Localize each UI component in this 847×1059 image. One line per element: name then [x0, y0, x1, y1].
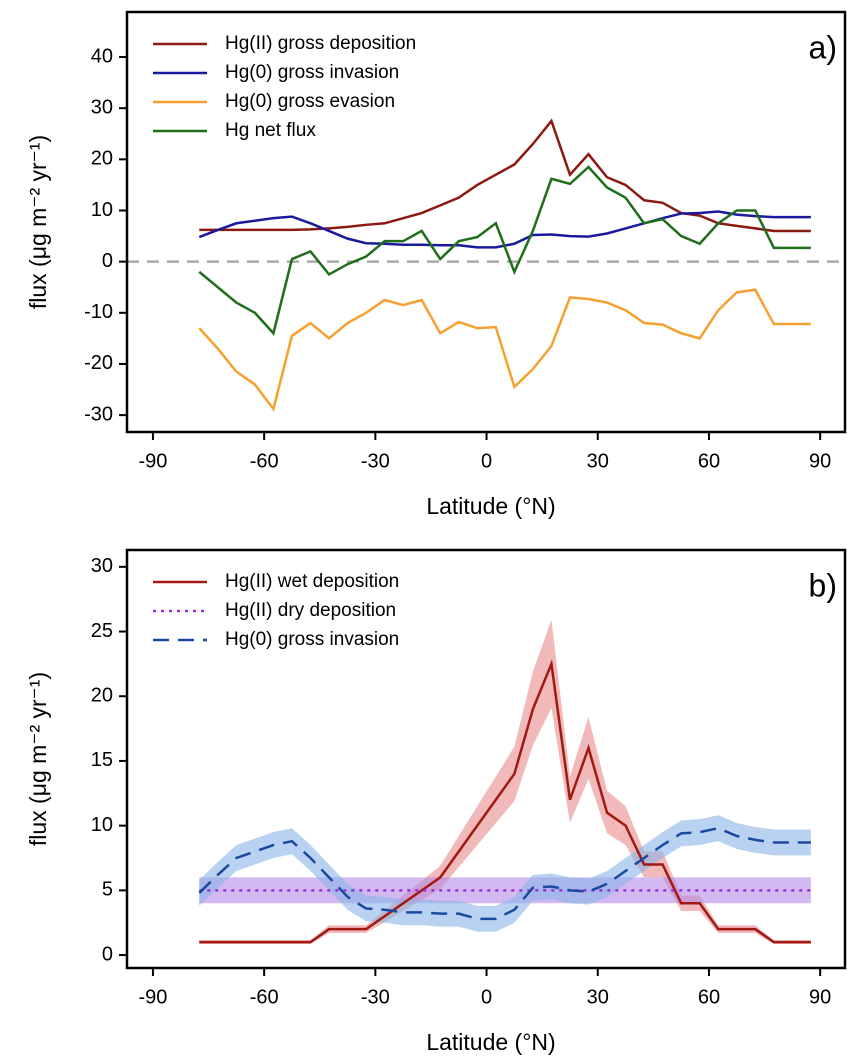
y-tick-label: 10 — [91, 199, 113, 221]
series-line — [199, 659, 811, 944]
y-tick-label: 20 — [91, 148, 113, 170]
legend-label: Hg(0) gross evasion — [225, 91, 395, 112]
plot-area — [127, 118, 845, 412]
x-tick-label: 60 — [698, 450, 720, 472]
y-tick-label: 25 — [91, 620, 113, 642]
y-axis-label: flux (μg m⁻² yr⁻¹) — [25, 135, 51, 309]
panel-label: a) — [809, 29, 837, 65]
legend-label: Hg(0) gross invasion — [225, 62, 399, 83]
plot-area — [198, 619, 811, 945]
x-axis-label: Latitude (°N) — [426, 1029, 555, 1055]
x-tick-label: 0 — [481, 986, 492, 1008]
plot-frame — [125, 10, 847, 434]
series-line — [198, 288, 811, 412]
x-tick-label: 30 — [587, 986, 609, 1008]
y-tick-label: 0 — [102, 250, 113, 272]
x-tick-label: -60 — [250, 450, 279, 472]
y-tick-label: 10 — [91, 814, 113, 836]
series-line — [199, 118, 811, 233]
y-tick-label: 15 — [91, 749, 113, 771]
x-tick-label: 90 — [809, 986, 831, 1008]
legend-label: Hg(II) dry deposition — [225, 600, 396, 621]
panel-label: b) — [809, 567, 837, 603]
x-tick-label: -30 — [361, 986, 390, 1008]
y-tick-label: 40 — [91, 45, 113, 67]
y-axis-label: flux (μg m⁻² yr⁻¹) — [25, 672, 51, 846]
legend-label: Hg net flux — [225, 120, 316, 141]
y-tick-label: -10 — [84, 301, 113, 323]
x-tick-label: -30 — [361, 450, 390, 472]
x-tick-label: -60 — [250, 986, 279, 1008]
uncertainty-band — [199, 619, 811, 945]
x-tick-label: -90 — [138, 986, 167, 1008]
y-tick-label: 0 — [102, 943, 113, 965]
y-tick-label: 20 — [91, 685, 113, 707]
series-line — [198, 826, 811, 921]
x-axis-label: Latitude (°N) — [426, 493, 555, 519]
y-tick-label: -30 — [84, 403, 113, 425]
x-tick-label: 0 — [481, 450, 492, 472]
x-tick-label: 90 — [809, 450, 831, 472]
x-tick-label: 60 — [698, 986, 720, 1008]
uncertainty-band — [199, 815, 811, 932]
series-line — [198, 165, 811, 336]
y-tick-label: -20 — [84, 352, 113, 374]
legend-label: Hg(II) gross deposition — [225, 33, 416, 54]
plot-frame — [125, 548, 847, 970]
y-tick-label: 5 — [102, 879, 113, 901]
x-tick-label: 30 — [587, 450, 609, 472]
y-tick-label: 30 — [91, 96, 113, 118]
x-tick-label: -90 — [138, 450, 167, 472]
legend-label: Hg(II) wet deposition — [225, 571, 399, 592]
y-tick-label: 30 — [91, 555, 113, 577]
legend-label: Hg(0) gross invasion — [225, 629, 399, 650]
